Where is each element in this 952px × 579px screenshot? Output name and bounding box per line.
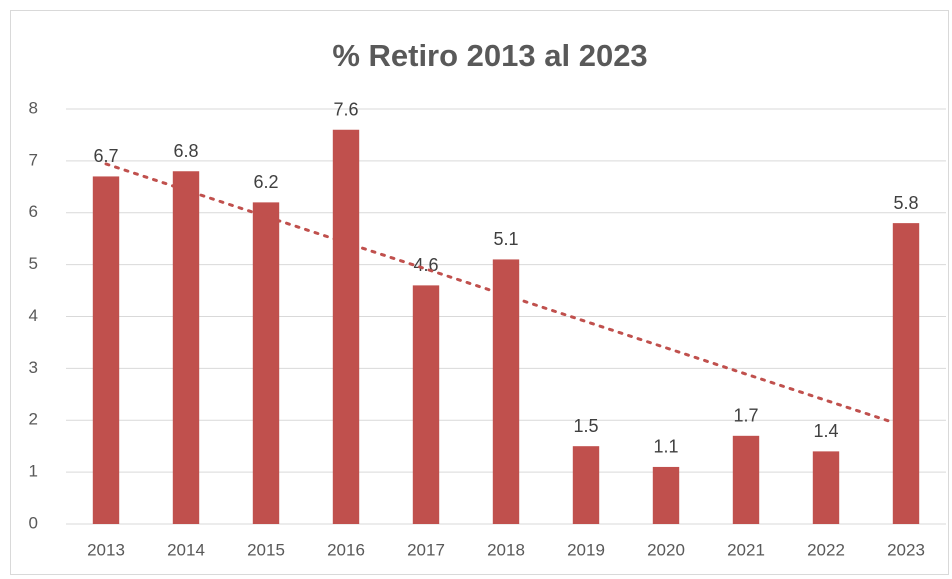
bar: [92, 176, 120, 524]
y-tick-label: 0: [29, 513, 38, 532]
chart-title: % Retiro 2013 al 2023: [332, 38, 647, 73]
value-label: 6.2: [253, 172, 278, 192]
x-tick-label: 2023: [887, 540, 925, 559]
y-tick-label: 4: [29, 306, 38, 325]
value-label: 5.8: [893, 193, 918, 213]
x-tick-label: 2020: [647, 540, 685, 559]
y-tick-label: 6: [29, 202, 38, 221]
x-tick-label: 2017: [407, 540, 445, 559]
bar: [412, 285, 440, 524]
y-tick-label: 5: [29, 254, 38, 273]
bar: [652, 466, 680, 524]
value-label: 4.6: [413, 255, 438, 275]
bar: [492, 259, 520, 524]
x-tick-label: 2015: [247, 540, 285, 559]
y-tick-label: 8: [29, 98, 38, 117]
value-label: 1.4: [813, 421, 838, 441]
x-tick-label: 2022: [807, 540, 845, 559]
x-tick-label: 2014: [167, 540, 205, 559]
bar: [732, 435, 760, 524]
value-label: 5.1: [493, 229, 518, 249]
bar: [332, 129, 360, 524]
bar: [252, 202, 280, 524]
bar: [572, 446, 600, 524]
trendline: [104, 162, 900, 426]
x-tick-label: 2018: [487, 540, 525, 559]
bar: [892, 223, 920, 524]
x-tick-label: 2021: [727, 540, 765, 559]
x-tick-label: 2016: [327, 540, 365, 559]
value-label: 1.5: [573, 416, 598, 436]
value-label: 1.1: [653, 437, 678, 457]
value-label: 6.8: [173, 141, 198, 161]
value-label: 6.7: [93, 146, 118, 166]
x-tick-label: 2013: [87, 540, 125, 559]
x-tick-label: 2019: [567, 540, 605, 559]
y-tick-label: 2: [29, 410, 38, 429]
value-label: 7.6: [333, 100, 358, 120]
y-tick-label: 3: [29, 358, 38, 377]
bar: [172, 171, 200, 524]
y-tick-label: 1: [29, 462, 38, 481]
chart-frame: [10, 10, 949, 575]
bar: [812, 451, 840, 524]
y-tick-label: 7: [29, 150, 38, 169]
value-label: 1.7: [733, 406, 758, 426]
